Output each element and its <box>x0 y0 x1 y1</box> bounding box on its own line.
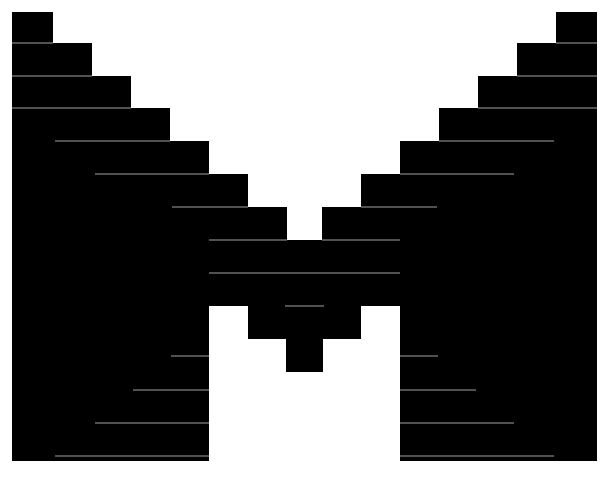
logo-block-3 <box>517 43 597 76</box>
logo-block-7 <box>439 108 597 141</box>
logo-block-11 <box>361 174 597 207</box>
logo-block-18 <box>12 306 209 339</box>
logo-block-19 <box>400 306 597 339</box>
logo-block-26 <box>12 372 209 394</box>
logo-block-2 <box>12 43 92 76</box>
logo-block-12 <box>12 207 287 240</box>
logo-block-9 <box>400 141 597 174</box>
logo-block-20 <box>248 306 305 339</box>
logo-block-28 <box>12 394 209 427</box>
logo-block-10 <box>12 174 248 207</box>
logo-block-17 <box>304 273 597 306</box>
logo-block-14 <box>12 240 305 273</box>
logo-block-25 <box>304 339 323 372</box>
logo-block-31 <box>400 427 597 461</box>
logo-block-30 <box>12 427 209 461</box>
logo-block-4 <box>12 76 131 108</box>
logo-block-15 <box>304 240 597 273</box>
logo-block-8 <box>12 141 209 174</box>
logo-block-24 <box>286 339 305 372</box>
logo-block-6 <box>12 108 170 141</box>
logo-block-21 <box>304 306 361 339</box>
logo-block-23 <box>400 339 597 372</box>
logo-block-1 <box>556 12 597 43</box>
logo-block-0 <box>12 12 53 43</box>
logo-block-27 <box>400 372 597 394</box>
logo-block-16 <box>12 273 305 306</box>
logo-block-29 <box>400 394 597 427</box>
logo-block-13 <box>322 207 597 240</box>
logo-block-22 <box>12 339 209 372</box>
logo-block-5 <box>478 76 597 108</box>
